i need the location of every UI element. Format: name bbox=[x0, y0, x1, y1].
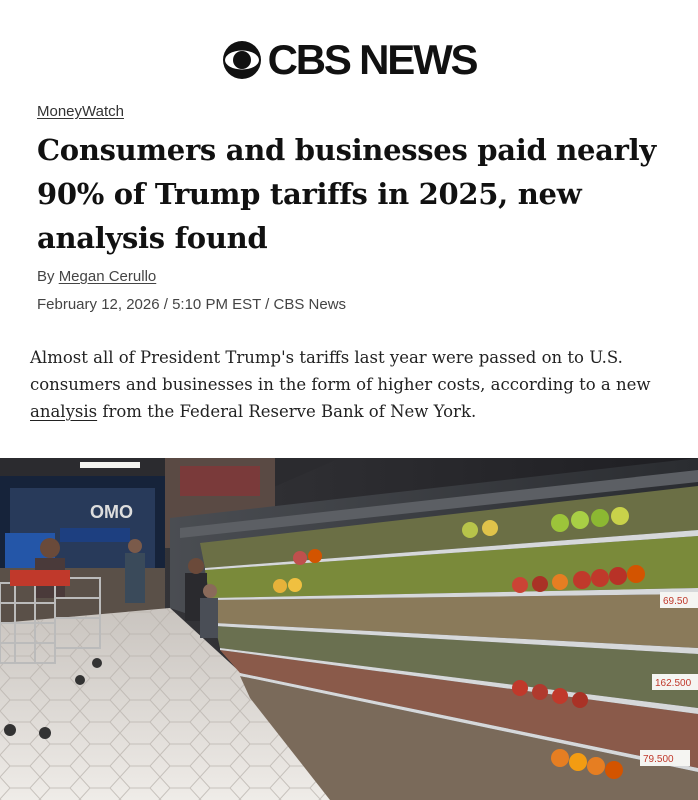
brand-name: CBS NEWS bbox=[267, 36, 479, 83]
lede-text-after: from the Federal Reserve Bank of New Yor… bbox=[97, 402, 477, 421]
produce-items bbox=[273, 507, 645, 779]
cbs-eye-icon bbox=[222, 41, 261, 79]
lede-paragraph: Almost all of President Trump's tariffs … bbox=[30, 344, 680, 425]
byline-prefix: By bbox=[37, 268, 59, 285]
svg-text:162.500: 162.500 bbox=[655, 678, 692, 689]
cbs-news-logo[interactable]: CBS NEWS bbox=[0, 32, 698, 88]
dateline: February 12, 2026 / 5:10 PM EST / CBS Ne… bbox=[37, 296, 347, 313]
grocery-store-photo: OMO 69.50 bbox=[0, 458, 698, 800]
author-link[interactable]: Megan Cerullo bbox=[58, 268, 157, 285]
shoppers bbox=[35, 538, 218, 638]
store-sign-text: OMO bbox=[90, 502, 133, 522]
analysis-link[interactable]: analysis bbox=[30, 402, 98, 421]
svg-text:79.500: 79.500 bbox=[643, 754, 674, 765]
lede-text-before: Almost all of President Trump's tariffs … bbox=[30, 348, 651, 394]
svg-text:69.50: 69.50 bbox=[663, 596, 688, 607]
section-link[interactable]: MoneyWatch bbox=[37, 103, 124, 120]
headline: Consumers and businesses paid nearly 90%… bbox=[37, 133, 656, 255]
price-tags: 69.50 162.500 79.500 bbox=[640, 592, 698, 766]
byline: By Megan Cerullo bbox=[37, 268, 156, 285]
article-header bbox=[0, 98, 698, 324]
